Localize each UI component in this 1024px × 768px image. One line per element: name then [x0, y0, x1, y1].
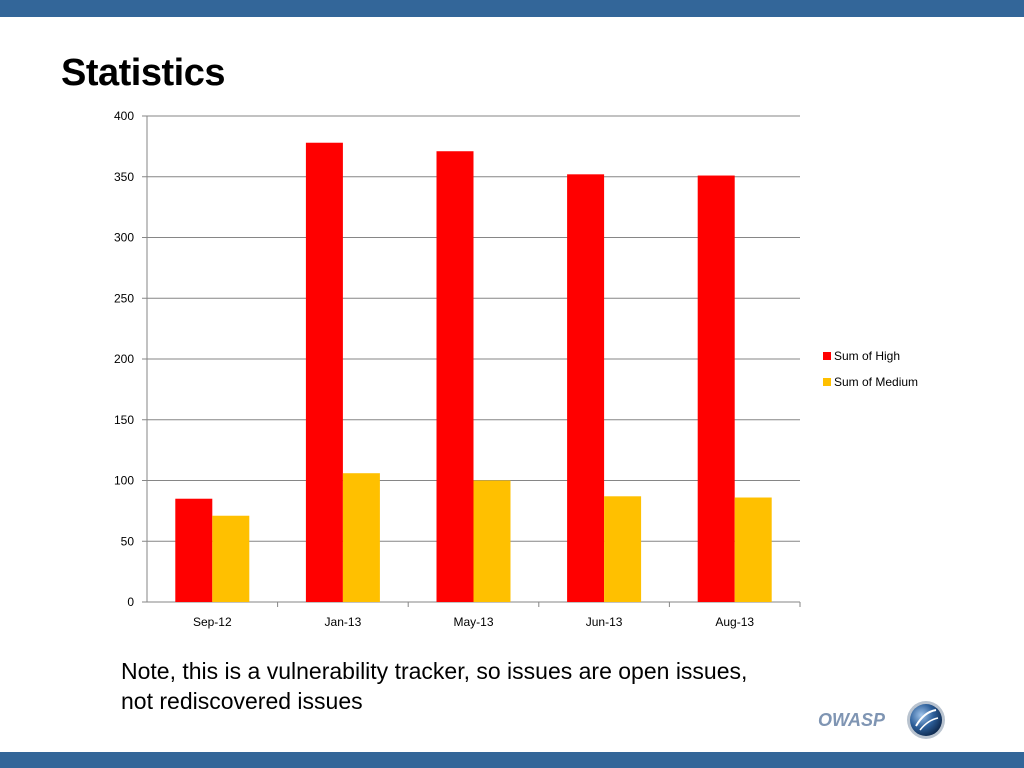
owasp-globe-icon [907, 701, 945, 739]
slide-note: Note, this is a vulnerability tracker, s… [121, 658, 748, 714]
owasp-logo-text: OWASP [818, 710, 886, 730]
bar-high-may-13 [436, 151, 474, 603]
x-tick-label: Sep-12 [193, 615, 232, 629]
bar-medium-jan-13 [342, 473, 380, 602]
top-accent-bar [0, 0, 1024, 17]
x-tick-label: Jun-13 [586, 615, 623, 629]
bar-medium-may-13 [473, 480, 511, 602]
bottom-accent-bar [0, 752, 1024, 768]
y-tick-label: 50 [121, 534, 135, 548]
y-tick-label: 200 [114, 352, 134, 366]
bar-medium-sep-12 [212, 515, 250, 602]
bar-medium-aug-13 [734, 497, 772, 602]
x-tick-label: May-13 [453, 615, 493, 629]
bar-high-sep-12 [175, 498, 213, 602]
bar-medium-jun-13 [604, 496, 642, 602]
y-tick-label: 100 [114, 474, 134, 488]
x-tick-label: Jan-13 [325, 615, 362, 629]
bar-high-jun-13 [567, 174, 605, 602]
y-tick-label: 0 [127, 595, 134, 609]
bar-high-jan-13 [305, 142, 343, 603]
legend-swatch [823, 378, 831, 386]
legend-label: Sum of Medium [834, 375, 918, 389]
x-tick-label: Aug-13 [715, 615, 754, 629]
y-tick-label: 300 [114, 231, 134, 245]
bar-high-aug-13 [697, 175, 735, 602]
y-tick-label: 350 [114, 170, 134, 184]
legend-label: Sum of High [834, 349, 900, 363]
y-tick-label: 400 [114, 109, 134, 123]
legend-swatch [823, 352, 831, 360]
slide-title: Statistics [61, 52, 225, 94]
y-tick-label: 150 [114, 413, 134, 427]
y-tick-label: 250 [114, 291, 134, 305]
